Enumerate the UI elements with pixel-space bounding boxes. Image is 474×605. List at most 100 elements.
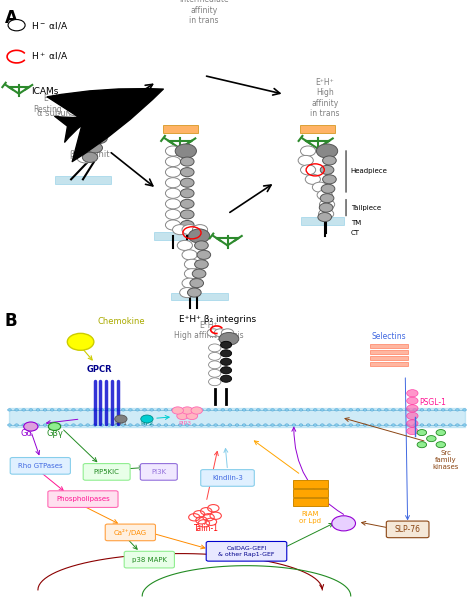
Circle shape [157, 409, 161, 411]
Circle shape [92, 133, 107, 143]
FancyBboxPatch shape [293, 498, 328, 506]
Circle shape [157, 424, 161, 427]
Circle shape [321, 185, 335, 193]
Circle shape [384, 424, 388, 427]
Circle shape [214, 424, 218, 427]
Circle shape [417, 442, 427, 448]
Circle shape [72, 95, 89, 106]
Circle shape [86, 424, 90, 427]
Circle shape [278, 409, 282, 411]
Circle shape [220, 358, 232, 365]
FancyBboxPatch shape [206, 541, 287, 561]
Circle shape [15, 409, 18, 411]
Text: E⁺H⁺
High
affinity
in trans: E⁺H⁺ High affinity in trans [310, 78, 339, 118]
Text: H$^-$ αI/A: H$^-$ αI/A [31, 20, 68, 31]
Circle shape [97, 124, 112, 134]
FancyBboxPatch shape [293, 480, 328, 488]
Circle shape [335, 424, 338, 427]
Text: Chemokine: Chemokine [97, 316, 145, 325]
Circle shape [143, 409, 146, 411]
Circle shape [242, 409, 246, 411]
Circle shape [8, 19, 25, 31]
Circle shape [456, 409, 459, 411]
Circle shape [79, 409, 82, 411]
Circle shape [178, 409, 182, 411]
Circle shape [349, 409, 353, 411]
Text: PI3K: PI3K [151, 469, 166, 475]
Text: Gβγ: Gβγ [46, 428, 63, 437]
Circle shape [141, 415, 153, 423]
Circle shape [434, 424, 438, 427]
Circle shape [319, 209, 334, 219]
Circle shape [317, 144, 337, 158]
Text: PIP5KIC: PIP5KIC [94, 469, 119, 475]
Circle shape [406, 409, 410, 411]
Circle shape [107, 409, 111, 411]
Circle shape [200, 409, 203, 411]
Circle shape [67, 105, 84, 116]
Circle shape [15, 424, 18, 427]
Circle shape [407, 413, 418, 420]
Circle shape [264, 424, 267, 427]
FancyBboxPatch shape [300, 125, 335, 132]
Circle shape [436, 430, 446, 436]
Circle shape [407, 405, 418, 412]
Circle shape [319, 203, 333, 212]
Circle shape [136, 424, 139, 427]
Text: ICAMs: ICAMs [31, 87, 58, 96]
Circle shape [342, 424, 346, 427]
Circle shape [8, 409, 11, 411]
Text: GPCR: GPCR [87, 365, 112, 374]
Circle shape [305, 174, 320, 185]
Circle shape [317, 190, 332, 200]
Text: Tailpiece: Tailpiece [351, 204, 381, 211]
Circle shape [448, 409, 452, 411]
Circle shape [207, 329, 219, 336]
Circle shape [181, 210, 194, 219]
Circle shape [417, 430, 427, 436]
Circle shape [77, 114, 94, 125]
Circle shape [285, 424, 289, 427]
Text: Gα: Gα [20, 428, 32, 437]
Circle shape [171, 409, 175, 411]
Circle shape [271, 424, 274, 427]
Circle shape [57, 424, 61, 427]
Circle shape [427, 409, 431, 411]
Circle shape [256, 409, 260, 411]
Text: E⁻H⁺
High affinity in cis: E⁻H⁺ High affinity in cis [174, 321, 243, 340]
Circle shape [301, 146, 316, 156]
Circle shape [209, 352, 221, 361]
Circle shape [298, 155, 313, 166]
Circle shape [320, 194, 334, 203]
Circle shape [77, 152, 94, 163]
Text: PSGL-1: PSGL-1 [419, 398, 447, 407]
Circle shape [456, 424, 459, 427]
Circle shape [93, 409, 97, 411]
Circle shape [441, 409, 445, 411]
Circle shape [128, 424, 132, 427]
Circle shape [407, 427, 418, 434]
Text: CalDAG-GEFI
& other Rap1-GEF: CalDAG-GEFI & other Rap1-GEF [218, 546, 275, 557]
Text: RIAM
or Lpd: RIAM or Lpd [300, 511, 321, 524]
Circle shape [220, 375, 232, 382]
Circle shape [392, 424, 395, 427]
Text: PIP2: PIP2 [140, 421, 154, 426]
Circle shape [313, 424, 317, 427]
Circle shape [200, 424, 203, 427]
Circle shape [182, 250, 197, 260]
FancyBboxPatch shape [154, 232, 206, 240]
Circle shape [43, 424, 47, 427]
Circle shape [165, 167, 181, 177]
Text: PIP1: PIP1 [114, 421, 128, 426]
Text: Kindlin-3: Kindlin-3 [212, 475, 243, 481]
Circle shape [72, 409, 75, 411]
Circle shape [320, 409, 324, 411]
Text: Talin-1: Talin-1 [194, 524, 219, 533]
Text: Headpiece: Headpiece [351, 168, 388, 174]
Circle shape [72, 424, 75, 427]
Circle shape [292, 424, 296, 427]
Circle shape [107, 424, 111, 427]
Text: A: A [5, 10, 18, 27]
Circle shape [328, 409, 331, 411]
Circle shape [181, 189, 194, 198]
